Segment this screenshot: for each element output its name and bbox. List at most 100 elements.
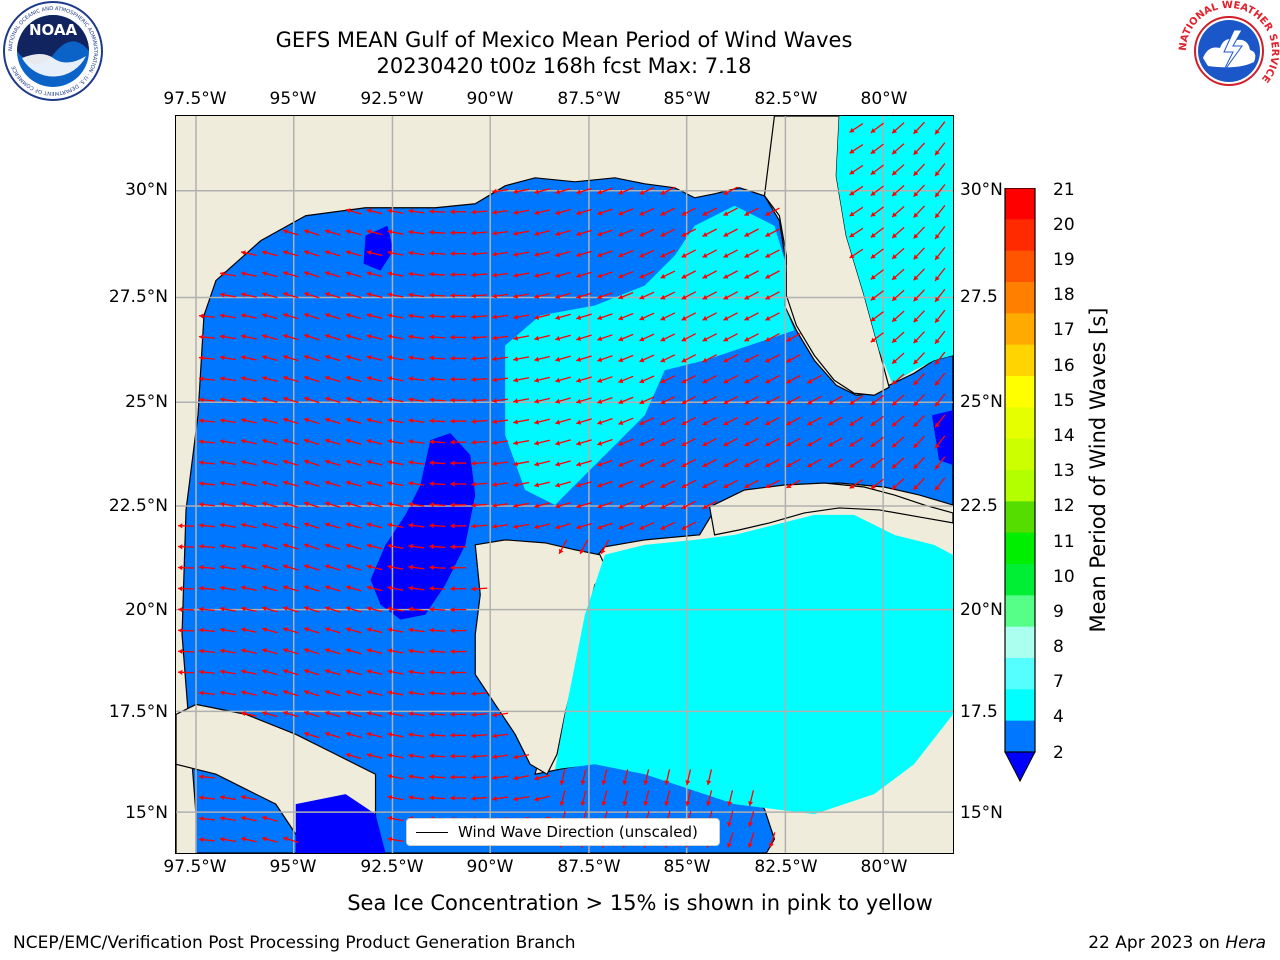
wave-arrow-head: [241, 836, 246, 842]
wave-arrow-head: [513, 189, 519, 194]
wave-arrow-head: [576, 503, 582, 509]
wave-arrow-head: [262, 417, 267, 423]
wave-arrow-head: [450, 795, 455, 801]
wave-arrow-head: [681, 525, 687, 530]
wave-arrow-head: [702, 420, 708, 426]
lon-label-top: 85°W: [663, 89, 711, 109]
wave-arrow-head: [241, 375, 246, 381]
wave-arrow-head: [304, 438, 309, 444]
wave-arrow-head: [576, 524, 582, 530]
wave-arrow-head: [513, 272, 519, 278]
wave-arrow-head: [471, 293, 476, 299]
wave-arrow-head: [513, 209, 519, 215]
wave-arrow-head: [199, 585, 204, 591]
wave-arrow-head: [471, 502, 476, 508]
wave-arrow-head: [639, 504, 645, 509]
wave-arrow-head: [366, 669, 372, 675]
wave-arrow-head: [324, 522, 330, 528]
wave-arrow-head: [408, 480, 414, 487]
wave-arrow-head: [786, 420, 792, 426]
wave-arrow-head: [345, 564, 351, 570]
lon-label-top: 87.5°W: [557, 89, 621, 109]
wave-arrow-head: [870, 274, 876, 280]
wave-arrow-head: [618, 294, 624, 300]
wave-arrow-head: [681, 462, 687, 468]
wave-arrow-head: [178, 669, 183, 675]
wave-arrow-head: [849, 400, 855, 405]
lon-label-top: 82.5°W: [754, 89, 818, 109]
wave-arrow-head: [597, 461, 603, 467]
wave-arrow-head: [492, 796, 497, 802]
wave-arrow-head: [892, 442, 897, 448]
colorbar-tick: 7: [1053, 672, 1064, 692]
wave-arrow-head: [241, 271, 246, 277]
wave-arrow-head: [534, 503, 540, 509]
wave-arrow-head: [660, 231, 666, 237]
wave-arrow-head: [744, 378, 750, 384]
wave-arrow-head: [387, 501, 393, 507]
wave-arrow-head: [387, 794, 393, 800]
wave-arrow-head: [597, 503, 603, 509]
wave-arrow-head: [345, 731, 351, 737]
wave-arrow-head: [324, 375, 330, 381]
wave-arrow-head: [849, 127, 855, 133]
wave-arrow-head: [492, 754, 497, 760]
atlantic-water: [836, 116, 953, 384]
wave-arrow-head: [765, 483, 771, 488]
wave-arrow-head: [492, 523, 497, 529]
wave-arrow-head: [220, 439, 225, 445]
wave-arrow-head: [366, 417, 372, 423]
wave-arrow-head: [366, 543, 372, 549]
wave-arrow-head: [429, 355, 434, 361]
wave-arrow-head: [450, 753, 455, 759]
wave-arrow-head: [471, 230, 476, 236]
wave-arrow-head: [849, 148, 855, 154]
wave-arrow-head: [220, 690, 225, 696]
lat-label-right: 15°N: [960, 803, 1003, 823]
wave-arrow-head: [471, 753, 476, 760]
wave-arrow-head: [366, 229, 372, 235]
wave-arrow-head: [471, 712, 476, 718]
wave-arrow-head: [765, 295, 771, 300]
wave-arrow-head: [408, 606, 414, 612]
wave-arrow-head: [220, 816, 225, 821]
wave-arrow-head: [304, 647, 309, 653]
wave-arrow-head: [262, 690, 267, 695]
wave-arrow-head: [870, 253, 876, 259]
wave-arrow-head: [618, 210, 624, 216]
wave-arrow-head: [366, 752, 372, 758]
wave-arrow-head: [408, 627, 414, 633]
colorbar-tick: 17: [1053, 320, 1075, 340]
wave-arrow-head: [199, 439, 204, 445]
wave-arrow-head: [702, 483, 708, 488]
wave-arrow-head: [723, 232, 729, 237]
wave-arrow-head: [429, 334, 434, 340]
wave-arrow-head: [199, 418, 204, 424]
wave-arrow-head: [283, 689, 288, 695]
wave-arrow-head: [429, 418, 434, 424]
wave-arrow-head: [345, 312, 351, 318]
wave-arrow-head: [366, 690, 372, 696]
wave-arrow-head: [555, 356, 561, 362]
wave-arrow-head: [220, 585, 225, 591]
wave-arrow-head: [870, 149, 876, 154]
wave-arrow-head: [597, 378, 603, 383]
wave-arrow-head: [935, 485, 940, 491]
wave-arrow-head: [892, 337, 897, 343]
wave-arrow-head: [387, 627, 393, 633]
lon-label-top: 97.5°W: [163, 89, 227, 109]
wave-arrow-head: [262, 627, 267, 633]
wave-arrow-head: [723, 211, 729, 216]
wave-arrow-head: [765, 211, 771, 216]
wave-arrow-head: [304, 396, 309, 402]
wave-arrow-head: [807, 462, 813, 468]
colorbar-label: Mean Period of Wind Waves [s]: [1086, 307, 1110, 633]
wave-arrow-head: [576, 461, 582, 467]
colorbar-band: [1005, 626, 1035, 659]
wave-arrow-head: [220, 376, 225, 382]
wave-arrow-head: [387, 313, 393, 319]
wave-arrow-head: [429, 460, 434, 466]
wave-arrow-head: [324, 333, 330, 339]
wave-arrow-head: [744, 253, 750, 258]
wave-arrow-head: [580, 801, 586, 806]
